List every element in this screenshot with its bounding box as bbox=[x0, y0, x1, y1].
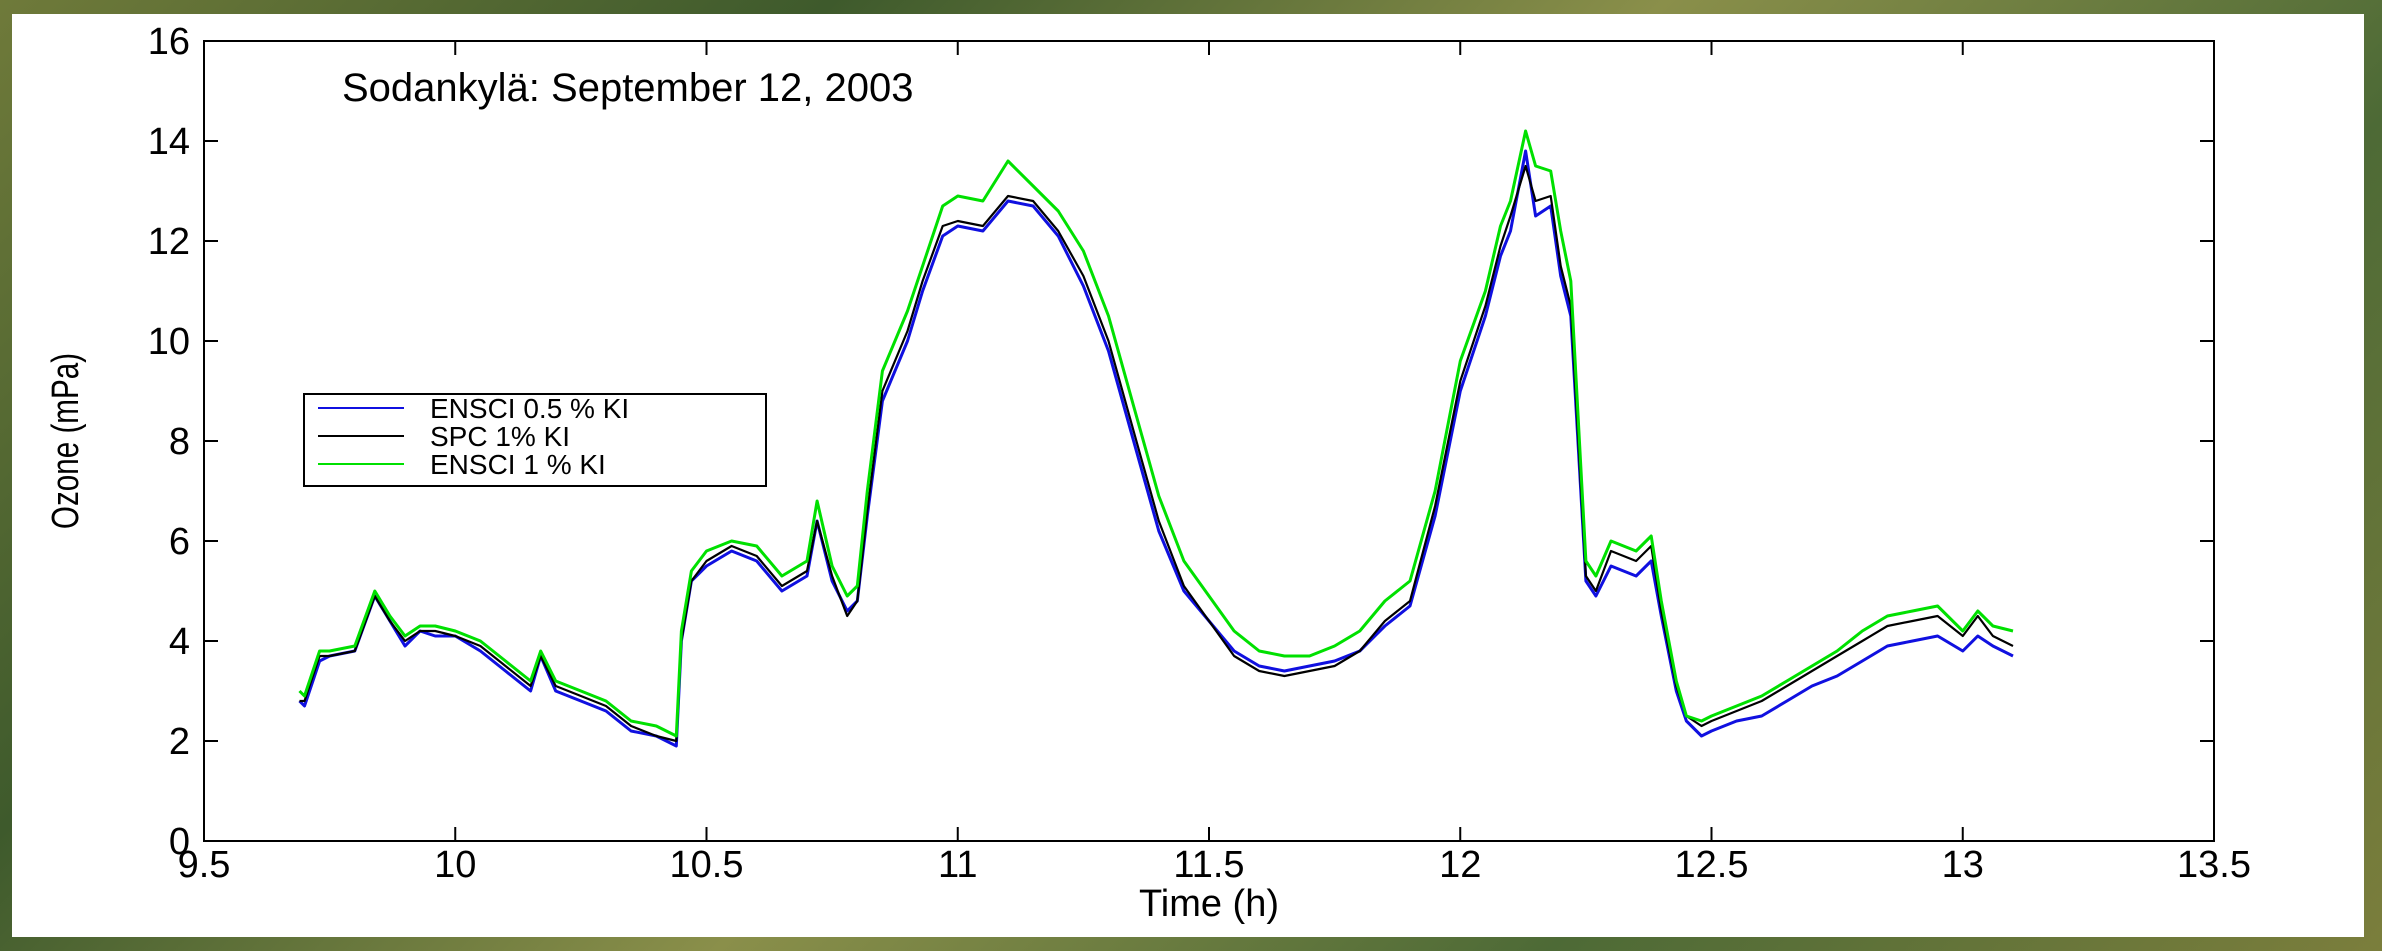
y-tick-label: 12 bbox=[148, 221, 190, 263]
axis-ticks: 9.5 10 10.5 11 11.5 12 12.5 13 13.5 0 2 4 6 8 10 12 14 16 bbox=[148, 21, 2251, 886]
y-tick-label: 10 bbox=[148, 321, 190, 363]
x-tick-label: 11 bbox=[938, 844, 977, 886]
y-tick-label: 14 bbox=[148, 121, 190, 163]
x-tick-label: 11.5 bbox=[1173, 844, 1244, 886]
series-line-2 bbox=[299, 164, 2014, 743]
legend-label: SPC 1% KI bbox=[430, 421, 570, 452]
x-tick-label: 10.5 bbox=[670, 844, 744, 886]
x-tick-label: 9.5 bbox=[178, 844, 231, 886]
x-tick-label: 13 bbox=[1942, 844, 1984, 886]
y-tick-label: 4 bbox=[169, 621, 190, 663]
x-axis-title: Time (h) bbox=[1139, 883, 1279, 925]
chart-title: Sodankylä: September 12, 2003 bbox=[342, 66, 914, 110]
x-tick-label: 13.5 bbox=[2177, 844, 2251, 886]
legend-box bbox=[303, 393, 767, 487]
series-line-1 bbox=[298, 149, 2014, 748]
y-tick-label: 2 bbox=[169, 721, 190, 763]
y-axis-title: Ozone (mPa) bbox=[45, 353, 87, 529]
y-tick-label: 6 bbox=[169, 521, 190, 563]
chart-frame: 9.5 10 10.5 11 11.5 12 12.5 13 13.5 0 2 4 6 8 10 12 14 16… bbox=[12, 14, 2364, 937]
legend-label: ENSCI 1 % KI bbox=[430, 449, 606, 480]
series-line-3 bbox=[298, 129, 2014, 738]
legend-label: ENSCI 0.5 % KI bbox=[430, 393, 629, 424]
series-lines bbox=[298, 129, 2014, 748]
y-tick-label: 16 bbox=[148, 21, 190, 63]
x-tick-label: 10 bbox=[434, 844, 476, 886]
x-tick-label: 12 bbox=[1439, 844, 1481, 886]
y-tick-label: 8 bbox=[169, 421, 190, 463]
y-tick-label: 0 bbox=[169, 821, 190, 863]
ozone-line-chart: 9.5 10 10.5 11 11.5 12 12.5 13 13.5 0 2 4 6 8 10 12 14 16… bbox=[45, 21, 2251, 925]
x-tick-label: 12.5 bbox=[1675, 844, 1749, 886]
